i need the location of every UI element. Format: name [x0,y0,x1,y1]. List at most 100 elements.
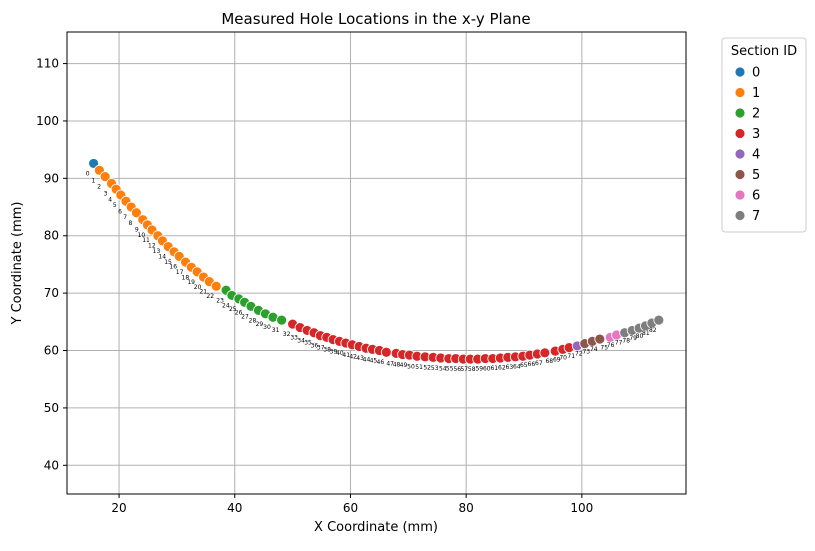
point-id-label: 0 [86,170,90,177]
x-tick-label: 100 [570,501,593,515]
point-id-label: 51 [415,364,423,371]
point-id-label: 30 [263,324,271,331]
legend-label: 1 [752,86,760,101]
point-id-label: 80 [636,333,644,340]
point-id-label: 54 [439,366,447,373]
point-id-label: 44 [363,356,371,363]
legend-label: 0 [752,66,760,81]
legend-marker [734,66,746,78]
legend-label: 3 [752,127,760,142]
legend: Section ID 0 1 2 3 4 5 6 7 [721,37,807,233]
point-id-label: 75 [600,344,608,351]
x-tick-label: 60 [343,501,358,515]
point-id-label: 71 [567,353,575,360]
point-id-label: 52 [423,364,431,371]
point-id-label: 60 [483,366,491,373]
legend-label: 5 [752,168,760,183]
point-id-label: 16 [169,263,177,270]
data-point [539,347,551,359]
point-id-label: 12 [148,243,156,250]
point-id-label: 48 [393,362,401,369]
y-tick-label: 80 [44,229,59,243]
point-id-label: 55 [446,366,454,373]
legend-marker [734,87,746,98]
point-id-label: 38 [323,347,331,354]
point-id-label: 64 [513,363,521,370]
data-point [380,346,392,358]
point-id-label: 69 [553,356,561,363]
legend-marker [734,107,746,119]
point-id-label: 35 [304,340,312,347]
plot-area [66,31,687,495]
point-id-label: 27 [241,313,249,320]
point-id-label: 7 [123,214,127,221]
x-axis-label: X Coordinate (mm) [314,520,438,535]
data-point [653,314,665,326]
point-id-label: 66 [528,361,536,368]
point-id-label: 72 [575,351,583,358]
y-tick-label: 110 [36,57,59,71]
grid-lines [67,32,686,494]
point-id-label: 20 [194,284,202,291]
point-id-label: 58 [468,366,476,373]
point-id-label: 11 [142,237,150,244]
point-id-label: 6 [118,208,122,215]
point-id-label: 65 [520,362,528,369]
point-id-label: 82 [649,327,657,334]
point-id-label: 13 [153,248,161,255]
point-id-label: 28 [249,317,257,324]
point-id-label: 47 [386,360,394,367]
point-id-label: 3 [104,191,108,198]
point-id-label: 21 [199,289,207,296]
point-id-label: 45 [370,358,378,365]
point-id-label: 9 [135,227,139,234]
point-id-label: 79 [629,335,637,342]
point-id-label: 43 [356,355,364,362]
point-id-label: 33 [290,335,298,342]
point-id-label: 70 [559,355,567,362]
point-id-label: 5 [113,202,117,209]
point-id-label: 57 [460,366,468,373]
y-tick-label: 50 [44,401,59,415]
point-id-label: 74 [590,346,598,353]
point-id-label: 32 [283,331,291,338]
legend-label: 4 [752,148,760,163]
point-id-label: 73 [582,348,590,355]
point-id-label: 25 [229,306,237,313]
legend-marker [734,169,746,180]
point-id-label: 29 [256,321,264,328]
point-id-label: 1 [91,177,95,184]
point-id-label: 81 [642,330,650,337]
point-id-label: 10 [138,232,146,239]
data-point [594,333,606,345]
data-point [88,158,100,169]
point-id-label: 15 [164,259,172,266]
point-id-label: 76 [607,342,615,349]
point-id-label: 14 [158,254,166,261]
point-id-label: 41 [342,352,350,359]
y-tick-label: 40 [44,458,59,472]
point-id-label: 67 [535,360,543,367]
point-id-label: 22 [206,293,214,300]
y-axis-label: Y Coordinate (mm) [10,202,25,326]
legend-label: 7 [752,209,760,224]
point-id-label: 4 [108,196,112,203]
point-id-label: 18 [182,274,190,281]
point-id-label: 61 [490,365,498,372]
point-id-label: 36 [311,343,319,350]
y-tick-label: 60 [44,344,59,358]
y-tick-label: 90 [44,171,59,185]
legend-marker [734,148,746,160]
legend-marker [734,189,746,201]
point-id-label: 31 [272,327,280,334]
point-id-label: 59 [475,366,483,373]
point-id-label: 77 [615,340,623,347]
y-tick-label: 70 [44,286,59,300]
legend-marker [734,210,746,221]
legend-box [721,37,807,233]
y-tick-label: 100 [36,114,59,128]
legend-entries: 0 1 2 3 4 5 6 7 [734,66,760,224]
x-tick-label: 40 [227,501,242,515]
point-id-label: 42 [349,354,357,361]
